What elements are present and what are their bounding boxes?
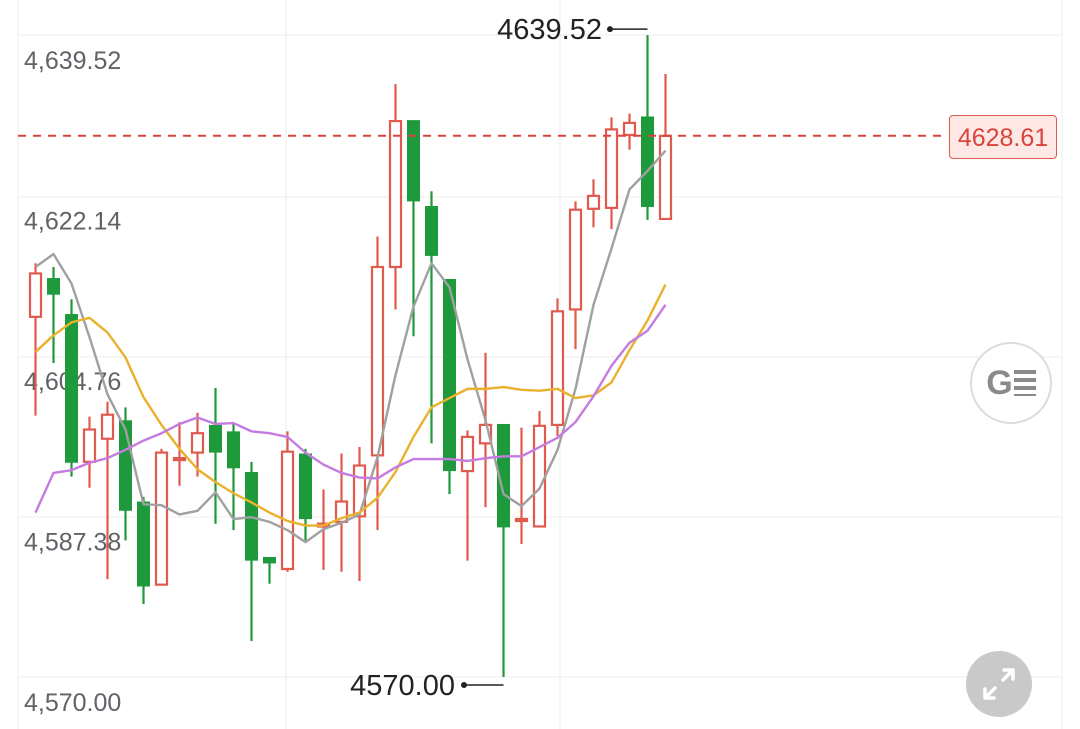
candle [622,113,637,150]
moving-averages [34,149,667,544]
candle-body [28,272,43,318]
candle-body [370,265,385,457]
candle [172,422,187,486]
candle-body [100,413,115,440]
candle [370,236,385,531]
candle [154,448,169,586]
candle-body [190,432,205,454]
ma-gray-line [34,149,667,544]
candles [28,35,673,677]
candle [514,427,529,545]
max-price-label: 4639.52 [497,14,602,46]
y-axis: 4,639.52 4,622.14 4,604.76 4,587.38 4,57… [24,47,121,717]
y-tick-label: 4,622.14 [24,208,121,236]
candle-body [172,456,187,462]
candle-body [82,428,97,463]
candle-body [299,453,312,520]
candle [209,387,222,524]
candle [586,179,601,228]
candle [478,352,493,508]
expand-button[interactable] [966,651,1032,717]
ma-orange-line [34,283,667,527]
ma-purple-line [34,304,667,514]
candle-body [263,556,276,564]
candle [190,412,205,477]
candle-body [47,278,60,295]
candle [280,431,295,572]
candle-body [604,128,619,209]
candle-body [227,431,240,469]
y-tick-label: 4,570.00 [24,689,121,717]
candle [137,496,150,605]
candle [82,416,97,488]
min-price-marker: 4570.00 [350,670,504,702]
candle [641,35,654,220]
candle-body [443,278,456,472]
candle [604,117,619,230]
candle-body [388,119,403,269]
candle-body [586,194,601,210]
ge-logo-icon: G [970,342,1052,424]
candle-body [209,424,222,453]
candle [65,299,78,477]
candle [28,263,43,416]
max-dot [607,26,613,33]
candle [443,278,456,495]
y-tick-label: 4,587.38 [24,529,121,557]
candle-body [154,451,169,586]
candle [532,411,547,528]
candle-body [622,121,637,137]
candle-body [550,310,565,426]
candle [550,298,565,436]
candle-body [514,517,529,523]
candle-body [641,116,654,207]
candle-body [568,208,583,311]
candle [568,201,583,350]
candle [407,120,420,337]
candle-body [137,501,150,587]
candle [388,84,403,310]
candle-body [65,314,78,463]
candle-body [352,464,367,518]
candle-body [280,450,295,571]
candle [245,461,258,641]
candle [658,73,673,221]
candle [47,266,60,364]
candle [227,423,240,531]
max-price-marker: 4639.52 [497,14,648,46]
candle [425,191,438,444]
candle [263,556,276,584]
candle-body [460,435,475,473]
candle [100,401,115,580]
candle-body [407,120,420,202]
grid [17,0,1063,729]
y-tick-label: 4,639.52 [24,47,121,75]
candle-body [532,424,547,528]
candle-body [658,134,673,221]
min-dot [461,682,467,688]
min-price-label: 4570.00 [350,670,455,702]
candle [497,423,510,677]
current-price-label: 4628.61 [949,115,1057,159]
candle-body [425,206,438,256]
candle-body [497,423,510,528]
candle [460,430,475,561]
expand-icon [983,668,1015,700]
